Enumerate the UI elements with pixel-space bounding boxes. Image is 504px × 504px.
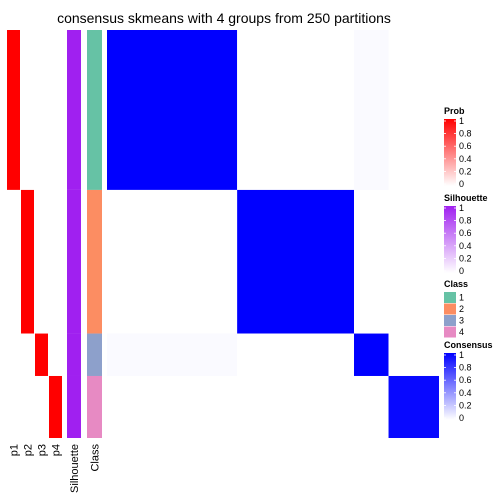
column-label-p4: p4 [51,444,63,456]
consensus-cell-1-1 [107,30,238,190]
class-cell-group-3 [87,333,102,376]
consensus-cell-3-4 [388,333,439,376]
legend-colorbar-consensus [444,353,456,420]
prob-cell-p1-group-3 [7,333,20,376]
legend-tick-label-prob: 0.2 [459,166,472,176]
consensus-cell-4-1 [107,375,238,438]
class-cell-group-2 [87,189,102,334]
consensus-cell-2-4 [388,189,439,334]
column-label-p2: p2 [23,444,35,456]
legend-tick-label-silhouette: 1 [459,203,464,213]
consensus-cell-3-3 [354,333,389,376]
consensus-cell-4-2 [237,375,355,438]
legend-swatch-class-3 [444,315,456,326]
consensus-cell-4-3 [354,375,389,438]
prob-cell-p3-group-1 [35,30,48,190]
prob-cell-p1-group-2 [7,189,20,334]
silhouette-cell-group-1 [67,30,81,190]
legend-tick-label-prob: 0.6 [459,141,472,151]
consensus-matrix [107,30,439,438]
consensus-cell-2-1 [107,189,238,334]
legend-title-class: Class [444,279,468,289]
class-cell-group-1 [87,30,102,190]
legend-swatch-class-1 [444,292,456,303]
prob-cell-p2-group-2 [21,189,34,334]
legend-tick-label-silhouette: 0.2 [459,253,472,263]
column-label-silhouette: Silhouette [69,444,81,493]
legend-tick-label-prob: 1 [459,116,464,126]
legend-tick-label-consensus: 1 [459,350,464,360]
consensus-cell-3-1 [107,333,238,376]
legend-label-class-4: 4 [459,327,464,337]
consensus-cell-3-2 [237,333,355,376]
legend-title-prob: Prob [444,106,465,116]
legend-colorbar-prob [444,119,456,186]
column-label-p1: p1 [9,444,21,456]
legend-title-consensus: Consensus [444,340,493,350]
legend-tick-label-silhouette: 0.4 [459,241,472,251]
column-label-class: Class [90,444,102,472]
legend-tick-label-prob: 0.4 [459,154,472,164]
consensus-cell-2-3 [354,189,389,334]
prob-cell-p1-group-1 [7,30,20,190]
legend-tick-label-silhouette: 0.6 [459,228,472,238]
prob-cell-p2-group-3 [21,333,34,376]
prob-cell-p3-group-4 [35,375,48,438]
legend-tick-label-consensus: 0.6 [459,375,472,385]
legend-swatch-class-4 [444,326,456,338]
prob-cell-p3-group-3 [35,333,48,376]
legend-tick-label-silhouette: 0 [459,266,464,276]
legend-label-class-1: 1 [459,293,464,303]
consensus-cell-2-2 [237,189,355,334]
legend-tick-label-silhouette: 0.8 [459,216,472,226]
legend-tick-label-consensus: 0.8 [459,363,472,373]
prob-cell-p3-group-2 [35,189,48,334]
legend-swatch-class-2 [444,303,456,315]
prob-cell-p1-group-4 [7,375,20,438]
legend-tick-label-consensus: 0 [459,413,464,423]
prob-cell-p4-group-3 [49,333,62,376]
silhouette-cell-group-3 [67,333,81,376]
legend-title-silhouette: Silhouette [444,193,488,203]
legend-label-class-3: 3 [459,316,464,326]
class-cell-group-4 [87,375,102,438]
prob-cell-p4-group-2 [49,189,62,334]
annotation-columns [7,30,102,438]
column-label-p3: p3 [37,444,49,456]
column-labels: p1 p2 p3 p4 Silhouette Class [9,444,102,493]
consensus-cell-1-3 [354,30,389,190]
legend-tick-label-prob: 0 [459,179,464,189]
consensus-cell-1-4 [388,30,439,190]
consensus-cell-4-4 [388,375,439,438]
silhouette-cell-group-4 [67,375,81,438]
legend-tick-label-consensus: 0.4 [459,388,472,398]
prob-cell-p4-group-4 [49,375,62,438]
prob-cell-p2-group-4 [21,375,34,438]
prob-cell-p2-group-1 [21,30,34,190]
legends: Prob10.80.60.40.20Silhouette10.80.60.40.… [444,106,493,423]
consensus-cell-1-2 [237,30,355,190]
legend-label-class-2: 2 [459,304,464,314]
legend-tick-label-consensus: 0.2 [459,400,472,410]
chart-title: consensus skmeans with 4 groups from 250… [57,10,391,26]
prob-cell-p4-group-1 [49,30,62,190]
legend-tick-label-prob: 0.8 [459,129,472,139]
legend-colorbar-silhouette [444,206,456,273]
silhouette-cell-group-2 [67,189,81,334]
